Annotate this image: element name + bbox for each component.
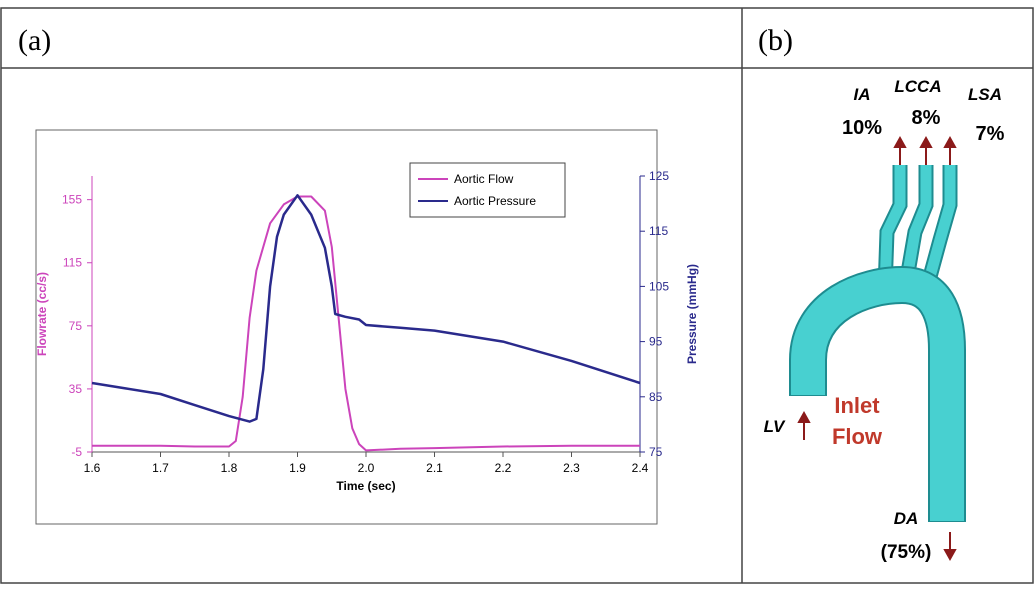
panel-label: (b): [758, 24, 793, 57]
vessel-label: DA: [894, 509, 919, 528]
diagram-labels: IA LCCA LSA 10% 8% 7% LV Inlet Flow DA (…: [764, 77, 1005, 563]
aorta: [789, 165, 966, 522]
x-tick-label: 2.0: [358, 461, 375, 475]
percent-label: (75%): [881, 542, 932, 563]
y-tick-label: 75: [69, 319, 83, 333]
series-line: [91, 194, 641, 423]
x-axis-label: Time (sec): [336, 479, 395, 493]
y2-tick-label: 75: [649, 445, 663, 459]
flow-arrows: [797, 135, 957, 562]
y-tick-label: 115: [63, 256, 82, 270]
legend-box: [409, 162, 566, 218]
vessel-label: LSA: [968, 85, 1002, 104]
percent-label: 7%: [976, 123, 1005, 145]
x-tick-label: 1.7: [152, 461, 169, 475]
x-tick-label: 2.4: [632, 461, 649, 475]
x-tick-label: 2.1: [426, 461, 443, 475]
legend-label: Aortic Pressure: [454, 194, 536, 208]
y2-tick-label: 105: [649, 279, 669, 293]
y2-tick-label: 125: [649, 169, 669, 183]
vessel-label: LV: [764, 417, 786, 436]
panel-label: (a): [18, 24, 51, 57]
x-tick-label: 2.3: [563, 461, 580, 475]
y2-tick-label: 85: [649, 390, 663, 404]
x-tick-label: 1.8: [221, 461, 238, 475]
vessel-label: IA: [854, 85, 871, 104]
x-tick-label: 1.9: [289, 461, 306, 475]
inlet-label: Flow: [832, 424, 883, 449]
y-tick-label: -5: [71, 445, 82, 459]
percent-label: 8%: [912, 107, 941, 129]
vessel-label: LCCA: [894, 77, 941, 96]
legend-label: Aortic Flow: [454, 172, 514, 186]
frame: [0, 7, 1034, 584]
y-axis-label: Flowrate (cc/s): [35, 272, 49, 356]
inlet-label: Inlet: [834, 393, 880, 418]
x-tick-label: 2.2: [495, 461, 512, 475]
y2-tick-label: 95: [649, 335, 663, 349]
y2-axis-label: Pressure (mmHg): [685, 264, 699, 364]
series-line: [92, 195, 640, 452]
y-tick-label: 155: [62, 193, 82, 207]
percent-label: 10%: [842, 117, 882, 139]
y-tick-label: 35: [69, 382, 83, 396]
x-tick-label: 1.6: [84, 461, 101, 475]
y2-tick-label: 115: [649, 224, 668, 238]
